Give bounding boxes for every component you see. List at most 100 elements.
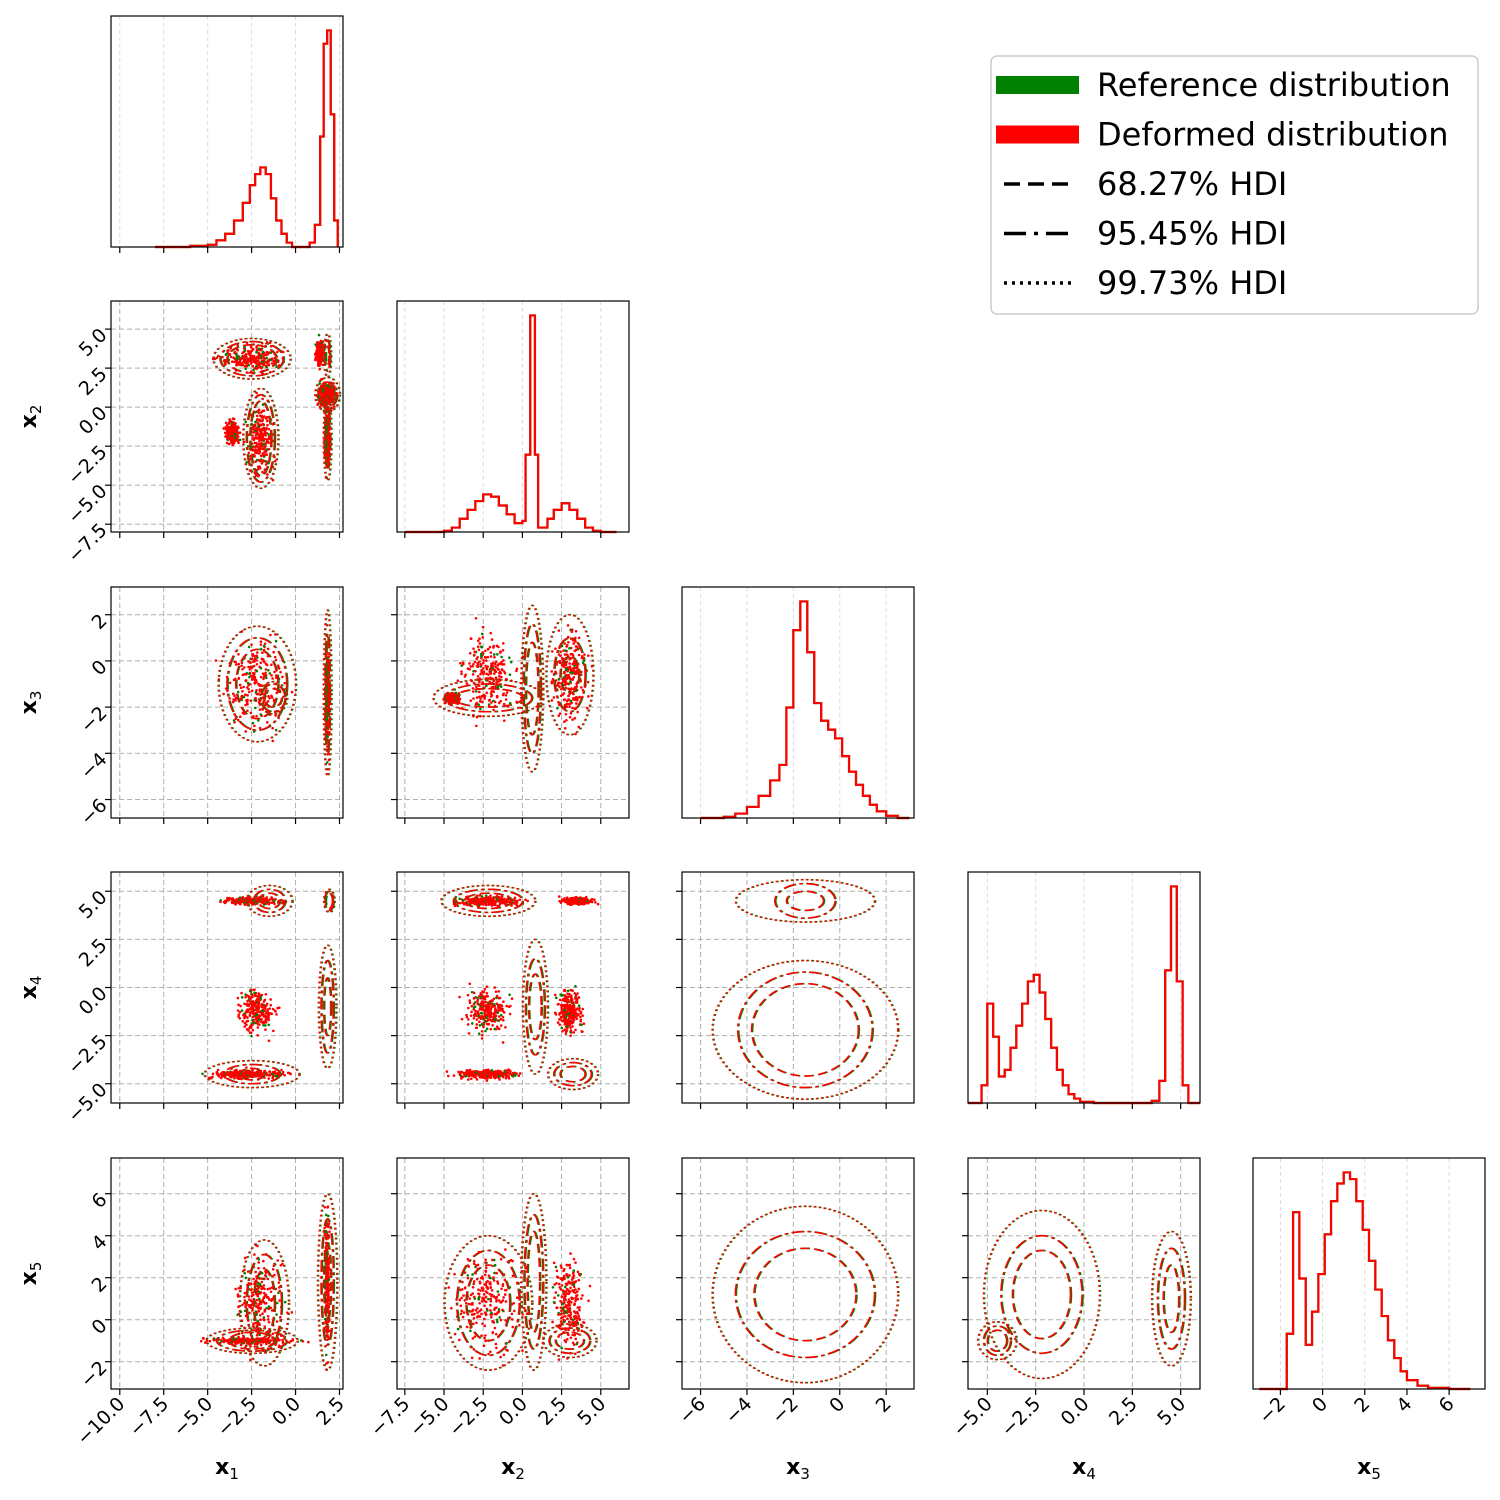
hist-deformed-x3: [700, 600, 910, 820]
scatter-point: [475, 1078, 479, 1081]
hist-panel-x2: [396, 300, 630, 534]
scatter-point: [253, 706, 257, 710]
scatter-point: [243, 349, 247, 352]
scatter-point: [474, 690, 478, 693]
scatter-point: [261, 651, 264, 655]
scatter-point: [493, 655, 496, 659]
scatter-point: [251, 1010, 254, 1014]
scatter-point: [484, 1004, 488, 1007]
scatter-point: [249, 1073, 253, 1077]
scatter-point: [255, 359, 258, 362]
scatter-point: [240, 664, 243, 668]
scatter-point: [569, 689, 572, 693]
scatter-point: [473, 660, 477, 664]
scatter-point: [489, 651, 493, 654]
scatter-point: [562, 1014, 565, 1018]
scatter-point: [228, 418, 231, 421]
scatter-point: [234, 696, 238, 700]
scatter-point: [558, 712, 562, 715]
scatter-point: [251, 721, 255, 725]
scatter-point: [317, 342, 320, 345]
scatter-point: [508, 993, 511, 997]
scatter-point: [472, 697, 475, 700]
scatter-point: [557, 681, 561, 685]
scatter-point: [476, 645, 480, 649]
scatter-point: [266, 647, 270, 651]
pair-panel-x2-x3: [396, 586, 630, 819]
scatter-point: [577, 725, 581, 729]
scatter-point: [490, 1071, 493, 1075]
scatter-point: [570, 998, 574, 1001]
scatter-point: [467, 899, 471, 902]
scatter-point: [219, 900, 222, 904]
scatter-point: [478, 642, 482, 645]
scatter-point: [569, 671, 572, 674]
scatter-point: [505, 1075, 508, 1078]
scatter-point: [234, 660, 238, 664]
scatter-point: [460, 670, 463, 673]
scatter-point: [493, 700, 497, 704]
scatter-point: [245, 461, 248, 464]
scatter-point: [494, 896, 498, 899]
scatter-point: [557, 895, 561, 898]
scatter-point: [227, 349, 230, 352]
scatter-point: [566, 1014, 570, 1017]
scatter-point: [577, 653, 581, 657]
scatter-point: [264, 671, 267, 675]
scatter-point: [274, 714, 277, 717]
scatter-point: [210, 1076, 213, 1080]
hist-deformed-x2: [404, 314, 617, 534]
scatter-point: [489, 898, 493, 901]
contour-reference-95: [523, 623, 543, 755]
scatter-point: [256, 1008, 260, 1011]
scatter-point: [564, 712, 568, 716]
scatter-point: [324, 723, 328, 726]
scatter-point: [255, 346, 258, 349]
scatter-point: [509, 1004, 512, 1008]
scatter-point: [468, 662, 471, 665]
scatter-point: [471, 690, 475, 693]
scatter-point: [245, 1066, 248, 1069]
scatter-point: [494, 1007, 497, 1010]
scatter-point: [488, 698, 491, 702]
scatter-point: [265, 453, 269, 456]
scatter-point: [484, 1000, 488, 1004]
scatter-point: [568, 1003, 572, 1007]
scatter-point: [513, 1071, 516, 1075]
scatter-point: [265, 437, 269, 441]
scatter-point: [258, 1014, 262, 1018]
scatter-point: [476, 1000, 479, 1003]
scatter-point: [566, 998, 570, 1001]
scatter-point: [509, 660, 513, 664]
scatter-point: [565, 699, 569, 703]
scatter-point: [474, 902, 478, 906]
scatter-point: [220, 1073, 223, 1077]
scatter-point: [507, 1077, 511, 1080]
scatter-point: [513, 896, 517, 900]
scatter-point: [325, 414, 328, 417]
scatter-point: [255, 689, 258, 692]
scatter-point: [496, 653, 499, 656]
contour-deformed-95: [323, 890, 335, 912]
scatter-point: [238, 683, 242, 687]
scatter-point: [493, 662, 497, 666]
scatter-point: [259, 643, 263, 646]
scatter-point: [492, 1015, 495, 1019]
contour-reference-68: [525, 641, 540, 736]
scatter-point: [255, 443, 259, 447]
scatter-point: [566, 1007, 570, 1010]
scatter-point: [566, 624, 570, 627]
scatter-point: [258, 665, 261, 669]
scatter-point: [463, 1072, 467, 1076]
scatter-point: [493, 1027, 497, 1031]
scatter-point: [558, 646, 561, 649]
scatter-point: [485, 991, 489, 995]
scatter-point: [317, 333, 321, 337]
scatter-point: [268, 1070, 272, 1073]
scatter-point: [327, 393, 331, 397]
scatter-point: [250, 689, 254, 693]
scatter-point: [257, 1018, 261, 1022]
scatter-point: [558, 661, 562, 665]
scatter-point: [482, 661, 485, 665]
scatter-point: [480, 645, 483, 648]
